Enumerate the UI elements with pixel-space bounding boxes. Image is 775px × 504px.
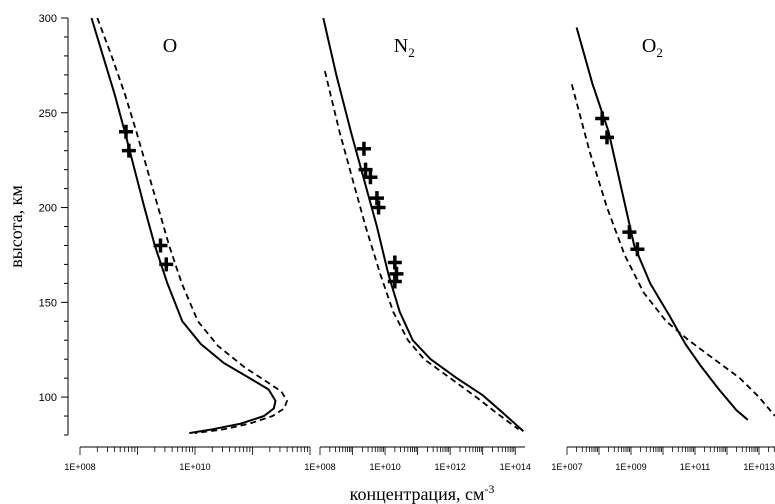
x-tick-label: 1E+008 — [64, 462, 95, 472]
model-curve-solid — [575, 27, 749, 421]
panel-label-text: O — [163, 35, 177, 57]
data-point-marker — [387, 274, 402, 289]
model-curve-solid — [322, 17, 525, 432]
x-tick-label: 1E+007 — [551, 462, 582, 472]
data-point-marker — [600, 130, 614, 145]
y-tick-label: 100 — [39, 392, 57, 404]
data-point-marker — [119, 124, 133, 139]
model-curve-solid — [90, 17, 277, 435]
x-axis-label: концентрация, см-3 — [350, 482, 495, 504]
data-point-marker — [630, 242, 645, 257]
panel-3: 1E+007 1E+009 1E+011 1E+013 O2 — [551, 27, 775, 472]
y-tick-label: 200 — [39, 203, 57, 215]
data-point-marker — [358, 162, 373, 177]
panel-label-subscript: 2 — [656, 45, 663, 60]
panel-label-text: O — [642, 35, 656, 57]
y-tick-label: 300 — [39, 13, 57, 25]
panel-2: 1E+008 1E+010 1E+012 1E+014 N2 — [304, 17, 531, 472]
panel-label: O — [163, 35, 177, 57]
x-axis-label-exponent: -3 — [484, 482, 494, 496]
data-point-marker — [371, 200, 386, 215]
model-curve-dashed — [324, 70, 520, 431]
x-tick-label: 1E+011 — [680, 462, 711, 472]
x-tick-label: 1E+010 — [179, 462, 210, 472]
panel-label-subscript: 2 — [408, 45, 415, 60]
x-tick-label: 1E+008 — [304, 462, 335, 472]
model-curve-dashed — [96, 17, 288, 434]
panel-label: O2 — [642, 35, 663, 60]
data-point-marker — [159, 257, 174, 272]
data-point-marker — [153, 238, 168, 253]
data-point-marker — [363, 170, 378, 185]
data-point-marker — [121, 143, 136, 158]
panel-1: 1E+008 1E+010 O — [64, 17, 311, 472]
x-tick-label: 1E+013 — [743, 462, 774, 472]
x-axis-label-text: концентрация, см — [350, 484, 485, 504]
data-point-marker — [356, 141, 371, 156]
x-tick-label: 1E+012 — [435, 462, 466, 472]
panel-label: N2 — [394, 35, 415, 60]
model-curve-dashed — [570, 84, 775, 417]
panel-label-text: N — [394, 35, 408, 57]
y-axis-label: высота, км — [6, 185, 26, 268]
data-point-marker — [595, 111, 610, 126]
y-axis: 100 150 200 250 300 — [39, 13, 69, 436]
x-tick-label: 1E+014 — [500, 462, 531, 472]
x-tick-label: 1E+009 — [615, 462, 646, 472]
data-point-marker — [622, 225, 637, 240]
y-tick-label: 250 — [39, 108, 57, 120]
y-tick-label: 150 — [39, 297, 57, 309]
x-tick-label: 1E+010 — [369, 462, 400, 472]
